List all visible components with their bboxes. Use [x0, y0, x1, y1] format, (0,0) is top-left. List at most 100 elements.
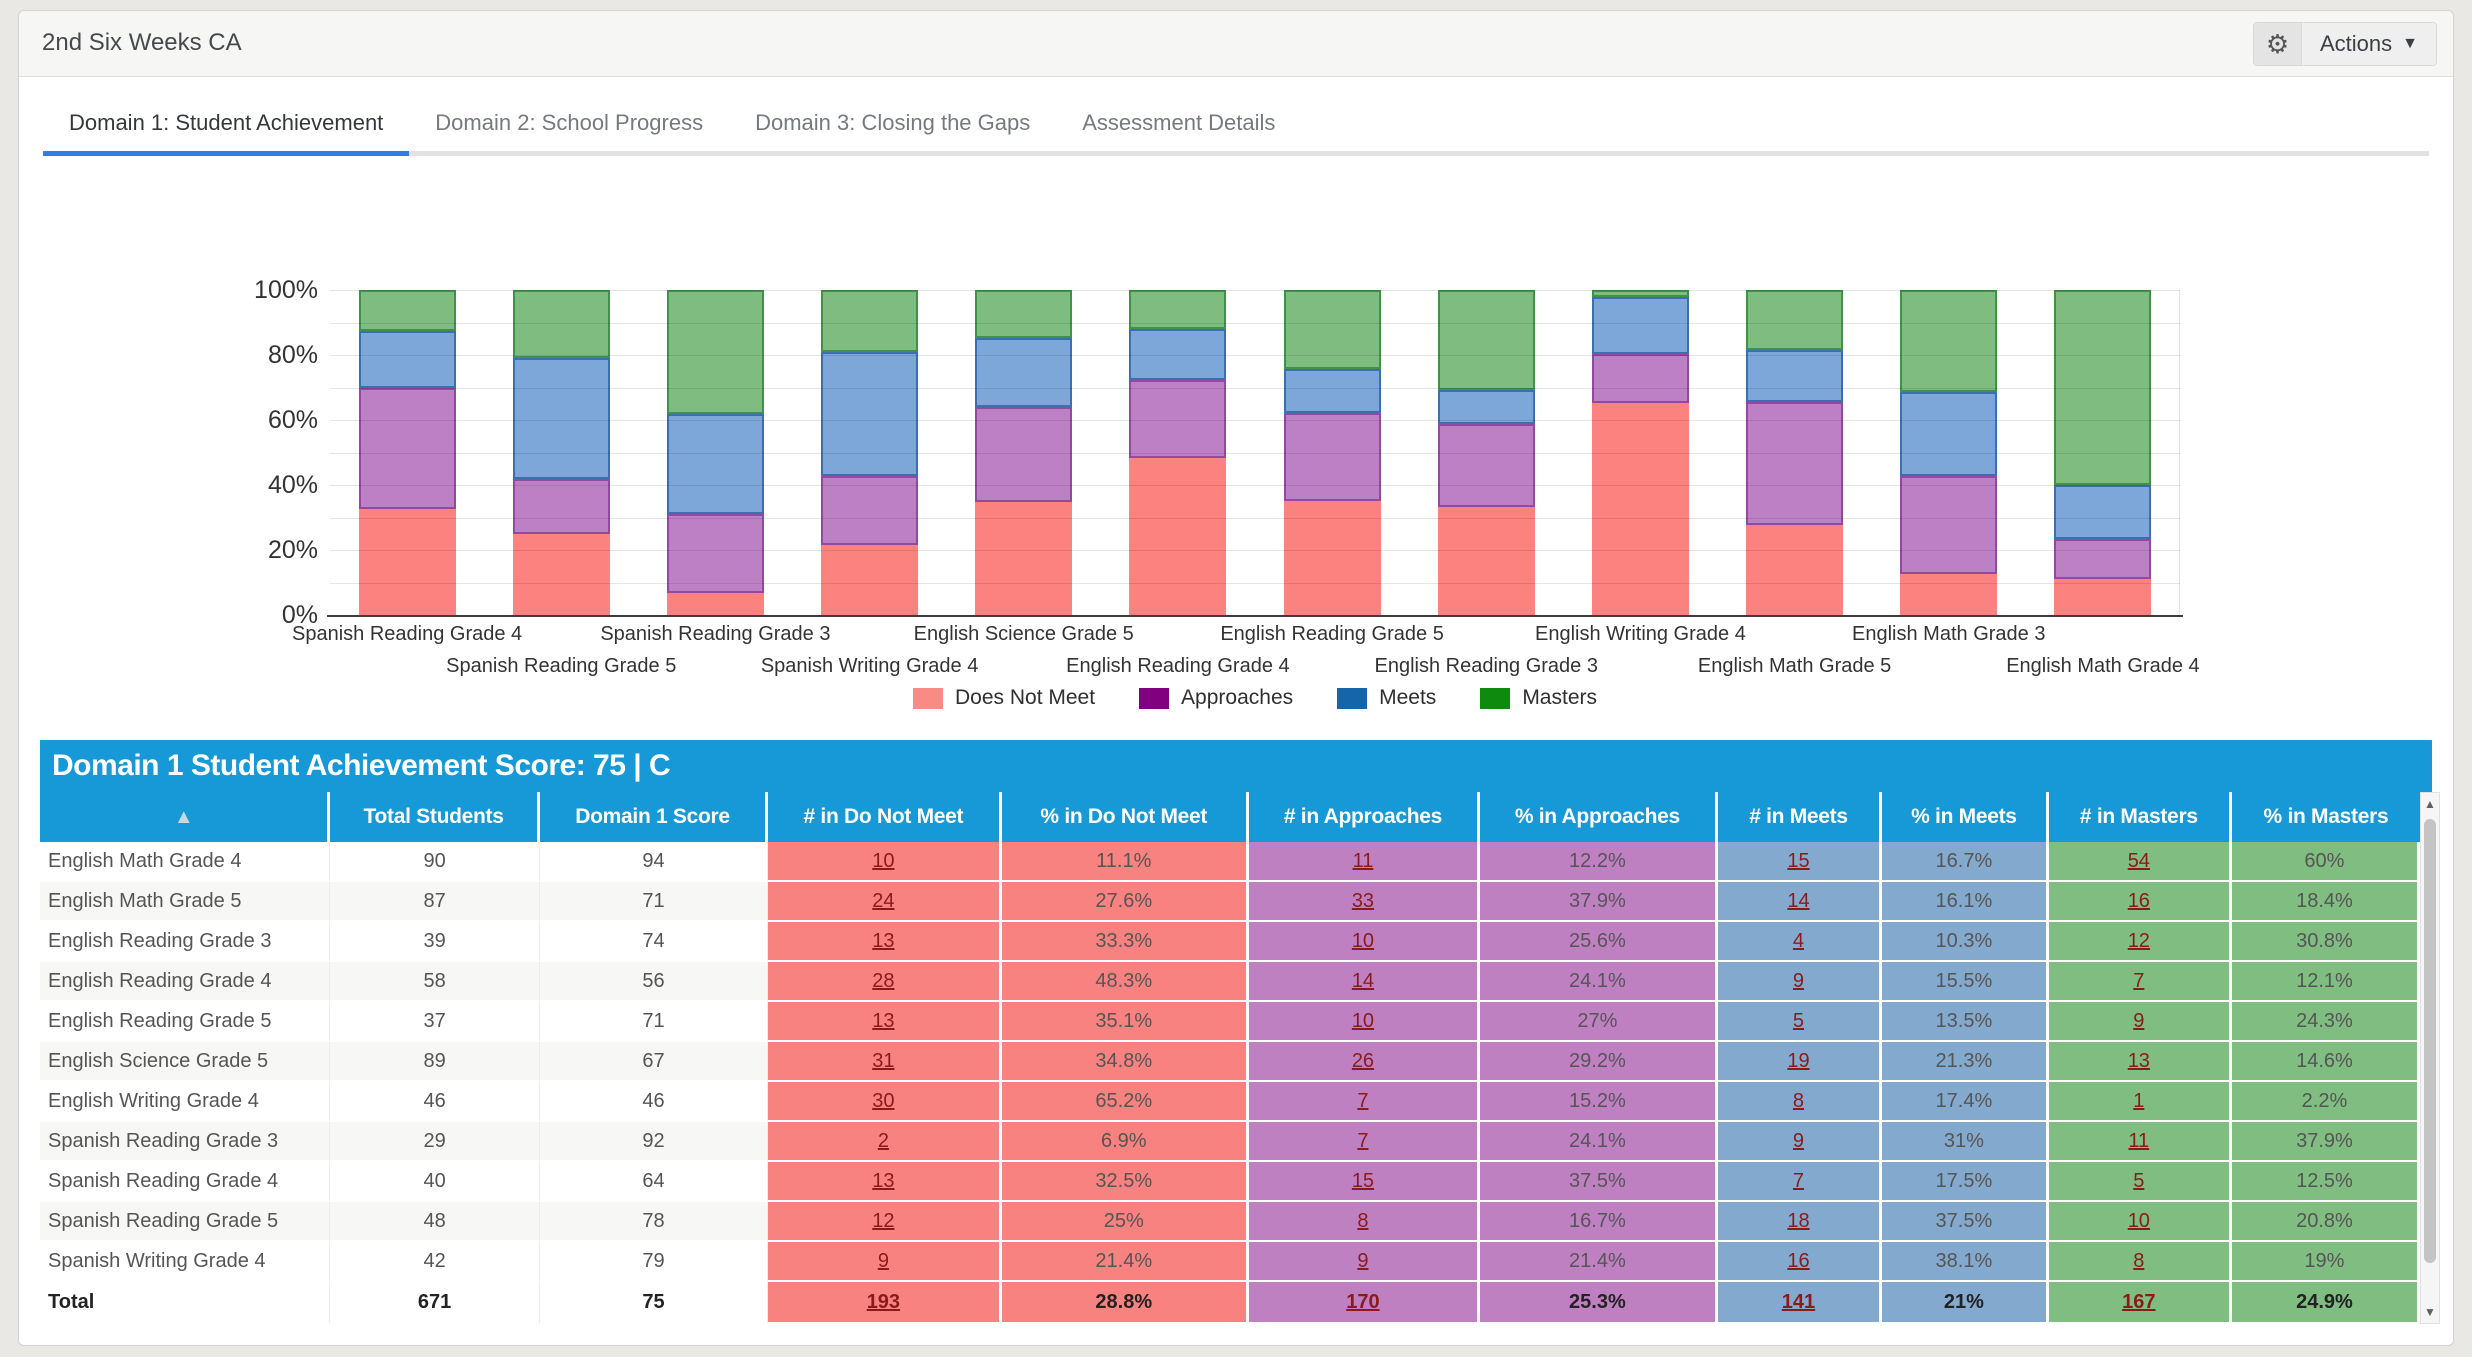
settings-button[interactable]: ⚙	[2254, 23, 2302, 65]
count-link[interactable]: 7	[2133, 969, 2145, 992]
bar-segment-does_not_meet[interactable]	[666, 592, 764, 615]
bar-segment-masters[interactable]	[821, 290, 919, 353]
scroll-up-arrow-icon[interactable]: ▲	[2424, 797, 2436, 811]
count-link[interactable]: 10	[1351, 929, 1375, 952]
count-link[interactable]: 16	[1787, 1249, 1810, 1272]
actions-button[interactable]: Actions ▼	[2302, 23, 2436, 65]
bar-segment-masters[interactable]	[1591, 290, 1689, 298]
column-header-in-meets[interactable]: # in Meets	[1718, 792, 1883, 842]
legend-item-meets[interactable]: Meets	[1337, 686, 1436, 710]
tab-domain1-student-achievement[interactable]: Domain 1: Student Achievement	[43, 110, 410, 156]
bar-segment-masters[interactable]	[666, 290, 764, 414]
bar-segment-does_not_meet[interactable]	[358, 509, 456, 615]
count-link[interactable]: 10	[2127, 1209, 2150, 1232]
count-link[interactable]: 26	[1351, 1049, 1375, 1072]
count-link[interactable]: 8	[1357, 1209, 1369, 1232]
count-link[interactable]: 28	[872, 969, 895, 992]
table-scrollbar[interactable]: ▲ ▼	[2420, 792, 2440, 1324]
column-header-in-do-not-meet[interactable]: % in Do Not Meet	[1002, 792, 1250, 842]
count-link[interactable]: 167	[2122, 1290, 2156, 1313]
bar-segment-masters[interactable]	[512, 290, 610, 358]
column-header-in-masters[interactable]: # in Masters	[2049, 792, 2232, 842]
bar-segment-meets[interactable]	[2054, 485, 2152, 540]
bar-segment-masters[interactable]	[2054, 290, 2152, 485]
tab-domain3-closing-the-gaps[interactable]: Domain 3: Closing the Gaps	[755, 110, 1031, 135]
count-link[interactable]: 8	[1792, 1089, 1805, 1112]
count-link[interactable]: 16	[2127, 889, 2150, 912]
count-link[interactable]: 12	[872, 1209, 895, 1232]
column-header-in-approaches[interactable]: # in Approaches	[1249, 792, 1480, 842]
column-header-in-meets[interactable]: % in Meets	[1882, 792, 2049, 842]
bar-segment-approaches[interactable]	[1900, 475, 1998, 575]
count-link[interactable]: 14	[1351, 969, 1375, 992]
bar-segment-meets[interactable]	[666, 413, 764, 515]
bar-segment-meets[interactable]	[1437, 390, 1535, 424]
tab-domain2-school-progress[interactable]: Domain 2: School Progress	[435, 110, 704, 135]
count-link[interactable]: 5	[2133, 1169, 2145, 1192]
bar-segment-does_not_meet[interactable]	[1746, 525, 1844, 615]
bar-segment-does_not_meet[interactable]	[1129, 458, 1227, 615]
bar-segment-meets[interactable]	[1283, 369, 1381, 414]
count-link[interactable]: 9	[2133, 1009, 2145, 1032]
bar-segment-does_not_meet[interactable]	[821, 545, 919, 615]
bar-segment-does_not_meet[interactable]	[1591, 403, 1689, 615]
bar-segment-masters[interactable]	[1283, 290, 1381, 370]
bar-segment-approaches[interactable]	[1591, 353, 1689, 404]
bar-segment-meets[interactable]	[821, 352, 919, 476]
count-link[interactable]: 13	[872, 1169, 895, 1192]
count-link[interactable]: 11	[2128, 1129, 2150, 1152]
count-link[interactable]: 33	[1351, 889, 1375, 912]
count-link[interactable]: 1	[2133, 1089, 2145, 1112]
bar-segment-meets[interactable]	[1900, 392, 1998, 476]
column-header-in-masters[interactable]: % in Masters	[2263, 805, 2389, 828]
bar-segment-approaches[interactable]	[666, 514, 764, 593]
bar-segment-approaches[interactable]	[1129, 379, 1227, 459]
bar-segment-masters[interactable]	[1437, 290, 1535, 391]
bar-segment-meets[interactable]	[1746, 349, 1844, 403]
bar-segment-meets[interactable]	[512, 357, 610, 480]
bar-segment-approaches[interactable]	[512, 479, 610, 534]
count-link[interactable]: 11	[1352, 849, 1374, 872]
count-link[interactable]: 193	[866, 1290, 901, 1313]
count-link[interactable]: 12	[2127, 929, 2150, 952]
count-link[interactable]: 2	[877, 1129, 889, 1152]
count-link[interactable]: 9	[1792, 1129, 1805, 1152]
count-link[interactable]: 7	[1357, 1089, 1369, 1112]
legend-item-approaches[interactable]: Approaches	[1139, 686, 1293, 710]
bar-segment-approaches[interactable]	[1746, 402, 1844, 526]
tab-assessment-details[interactable]: Assessment Details	[1082, 110, 1276, 135]
count-link[interactable]: 19	[1787, 1049, 1810, 1072]
bar-segment-does_not_meet[interactable]	[1437, 506, 1535, 615]
count-link[interactable]: 4	[1792, 929, 1805, 952]
bar-segment-approaches[interactable]	[975, 407, 1073, 502]
count-link[interactable]: 13	[2127, 1049, 2150, 1072]
count-link[interactable]: 30	[872, 1089, 895, 1112]
bar-segment-masters[interactable]	[975, 290, 1073, 338]
bar-segment-masters[interactable]	[1900, 290, 1998, 393]
column-header-domain-1-score[interactable]: Domain 1 Score	[540, 792, 769, 842]
bar-segment-meets[interactable]	[975, 337, 1073, 407]
count-link[interactable]: 170	[1346, 1290, 1380, 1313]
count-link[interactable]: 13	[872, 1009, 895, 1032]
scrollbar-thumb[interactable]	[2424, 819, 2436, 1263]
bar-segment-masters[interactable]	[358, 290, 456, 331]
bar-segment-meets[interactable]	[1591, 297, 1689, 354]
column-header-total-students[interactable]: Total Students	[330, 792, 540, 842]
bar-segment-does_not_meet[interactable]	[1283, 500, 1381, 615]
legend-item-masters[interactable]: Masters	[1480, 686, 1597, 710]
bar-segment-does_not_meet[interactable]	[975, 501, 1073, 615]
scroll-down-arrow-icon[interactable]: ▼	[2424, 1305, 2436, 1319]
count-link[interactable]: 7	[1792, 1169, 1805, 1192]
count-link[interactable]: 24	[872, 889, 895, 912]
count-link[interactable]: 10	[872, 849, 895, 872]
count-link[interactable]: 9	[1357, 1249, 1369, 1272]
bar-segment-does_not_meet[interactable]	[512, 533, 610, 615]
count-link[interactable]: 18	[1787, 1209, 1810, 1232]
count-link[interactable]: 141	[1781, 1290, 1816, 1313]
bar-segment-masters[interactable]	[1746, 290, 1844, 350]
bar-segment-does_not_meet[interactable]	[1900, 574, 1998, 615]
count-link[interactable]: 9	[877, 1249, 889, 1272]
bar-segment-approaches[interactable]	[358, 387, 456, 510]
bar-segment-masters[interactable]	[1129, 290, 1227, 330]
count-link[interactable]: 8	[2133, 1249, 2145, 1272]
